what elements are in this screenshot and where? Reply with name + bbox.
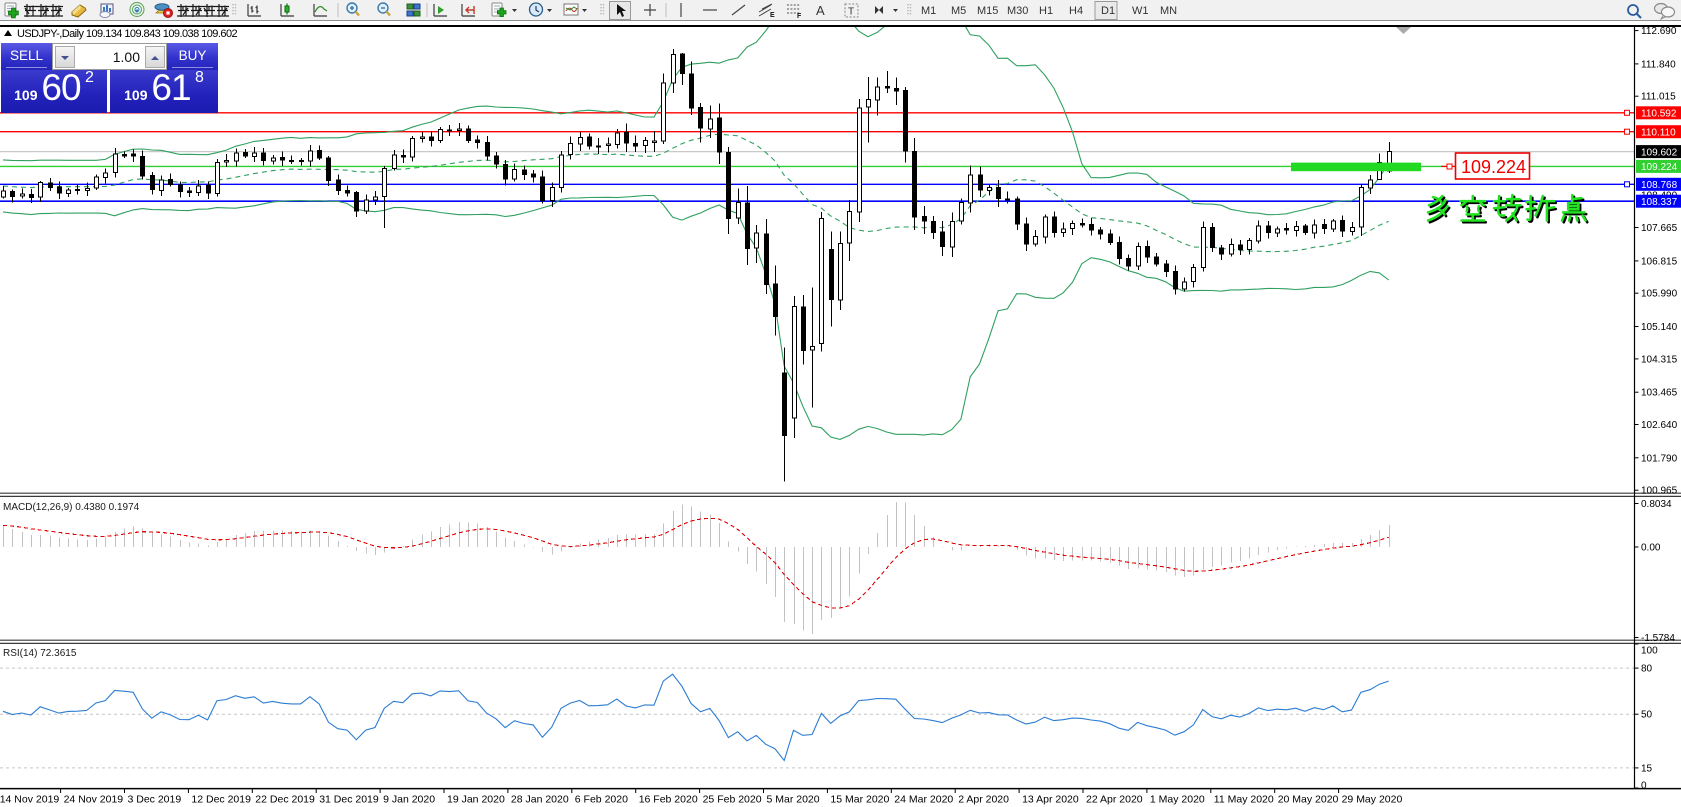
svg-text:80: 80 <box>1641 664 1653 675</box>
svg-text:104.315: 104.315 <box>1641 354 1678 365</box>
svg-text:106.815: 106.815 <box>1641 256 1678 267</box>
svg-text:H4: H4 <box>1069 5 1083 17</box>
svg-text:MACD(12,26,9) 0.4380 0.1974: MACD(12,26,9) 0.4380 0.1974 <box>3 502 140 513</box>
svg-text:107.665: 107.665 <box>1641 223 1678 234</box>
svg-text:109.224: 109.224 <box>1461 157 1526 177</box>
svg-text:RSI(14) 72.3615: RSI(14) 72.3615 <box>3 648 77 659</box>
svg-text:109.224: 109.224 <box>1641 162 1678 173</box>
svg-text:1 May 2020: 1 May 2020 <box>1150 794 1205 806</box>
svg-text:31 Dec 2019: 31 Dec 2019 <box>319 794 379 806</box>
svg-text:-1.5784: -1.5784 <box>1641 633 1675 644</box>
svg-text:19 Jan 2020: 19 Jan 2020 <box>447 794 505 806</box>
svg-text:2 Apr 2020: 2 Apr 2020 <box>958 794 1009 806</box>
svg-text:11 May 2020: 11 May 2020 <box>1214 794 1274 806</box>
svg-text:16 Feb 2020: 16 Feb 2020 <box>639 794 698 806</box>
svg-text:25 Feb 2020: 25 Feb 2020 <box>703 794 762 806</box>
svg-text:3 Dec 2019: 3 Dec 2019 <box>128 794 182 806</box>
svg-text:109.602: 109.602 <box>1641 147 1678 158</box>
svg-text:100: 100 <box>1641 646 1658 657</box>
svg-text:28 Jan 2020: 28 Jan 2020 <box>511 794 569 806</box>
svg-text:MN: MN <box>1160 5 1177 17</box>
svg-text:103.465: 103.465 <box>1641 388 1678 399</box>
svg-text:W1: W1 <box>1132 5 1149 17</box>
svg-text:112.690: 112.690 <box>1641 26 1677 37</box>
svg-text:14 Nov 2019: 14 Nov 2019 <box>0 794 59 806</box>
svg-text:22 Apr 2020: 22 Apr 2020 <box>1086 794 1143 806</box>
svg-text:M15: M15 <box>977 5 998 17</box>
svg-text:0: 0 <box>1641 781 1647 792</box>
svg-text:111.015: 111.015 <box>1641 92 1676 103</box>
svg-text:20 May 2020: 20 May 2020 <box>1278 794 1339 806</box>
svg-text:E: E <box>770 12 775 19</box>
svg-text:24 Mar 2020: 24 Mar 2020 <box>894 794 953 806</box>
svg-text:0.8034: 0.8034 <box>1641 499 1672 510</box>
svg-text:H1: H1 <box>1039 5 1053 17</box>
svg-text:M30: M30 <box>1007 5 1028 17</box>
svg-text:A: A <box>816 3 825 18</box>
svg-text:12 Dec 2019: 12 Dec 2019 <box>191 794 251 806</box>
svg-text:15: 15 <box>1641 763 1653 774</box>
svg-text:108.768: 108.768 <box>1641 180 1678 191</box>
svg-text:50: 50 <box>1641 710 1653 721</box>
svg-text:15 Mar 2020: 15 Mar 2020 <box>830 794 889 806</box>
svg-text:110.592: 110.592 <box>1641 109 1677 120</box>
svg-text:0.00: 0.00 <box>1641 543 1661 554</box>
svg-text:108.337: 108.337 <box>1641 197 1678 208</box>
svg-text:13 Apr 2020: 13 Apr 2020 <box>1022 794 1079 806</box>
svg-text:5 Mar 2020: 5 Mar 2020 <box>767 794 820 806</box>
svg-text:9 Jan 2020: 9 Jan 2020 <box>383 794 435 806</box>
svg-text:105.140: 105.140 <box>1641 322 1678 333</box>
svg-text:USDJPY-,Daily 109.134 109.843: USDJPY-,Daily 109.134 109.843 109.038 10… <box>17 28 238 40</box>
svg-text:100.965: 100.965 <box>1641 486 1678 497</box>
svg-text:22 Dec 2019: 22 Dec 2019 <box>255 794 315 806</box>
svg-text:110.110: 110.110 <box>1641 128 1676 139</box>
svg-text:111.840: 111.840 <box>1641 59 1676 70</box>
svg-text:102.640: 102.640 <box>1641 420 1678 431</box>
svg-text:6 Feb 2020: 6 Feb 2020 <box>575 794 628 806</box>
svg-text:24 Nov 2019: 24 Nov 2019 <box>64 794 124 806</box>
svg-text:T: T <box>848 7 854 18</box>
svg-text:105.990: 105.990 <box>1641 289 1678 300</box>
svg-text:101.790: 101.790 <box>1641 453 1678 464</box>
svg-text:29 May 2020: 29 May 2020 <box>1342 794 1403 806</box>
svg-text:D1: D1 <box>1101 5 1115 17</box>
svg-text:F: F <box>797 13 802 20</box>
svg-text:M1: M1 <box>921 5 936 17</box>
svg-text:M5: M5 <box>951 5 966 17</box>
